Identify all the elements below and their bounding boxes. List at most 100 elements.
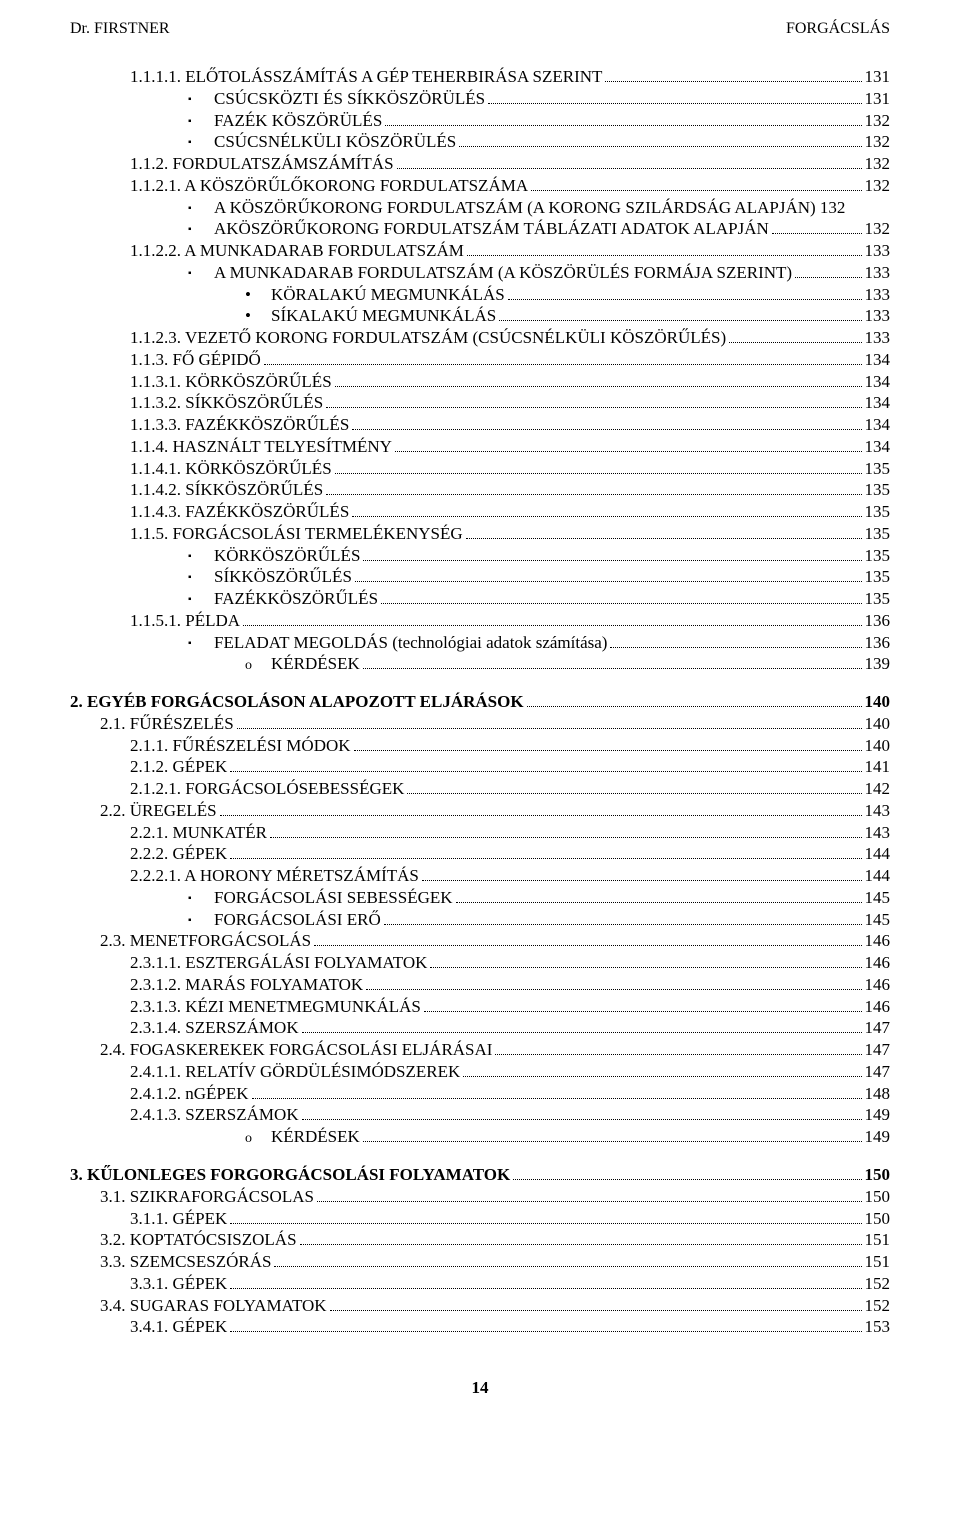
toc-entry: 2.2.2.1. A HORONY MÉRETSZÁMÍTÁS144 <box>70 865 890 887</box>
toc-label: 2. EGYÉB FORGÁCSOLÁSON ALAPOZOTT ELJÁRÁS… <box>70 691 524 713</box>
toc-entry: 2.2.2. GÉPEK144 <box>70 843 890 865</box>
toc-leader-dots <box>466 538 862 539</box>
toc-label: KÖRALAKÚ MEGMUNKÁLÁS <box>245 284 505 306</box>
toc-label: A KÖSZÖRŰKORONG FORDULATSZÁM (A KORONG S… <box>188 197 845 219</box>
toc-label: 2.3.1.2. MARÁS FOLYAMATOK <box>130 974 363 996</box>
toc-entry: 1.1.2.2. A MUNKADARAB FORDULATSZÁM 133 <box>70 240 890 262</box>
toc-leader-dots <box>330 1310 862 1311</box>
toc-entry: 1.1.2. FORDULATSZÁMSZÁMÍTÁS132 <box>70 153 890 175</box>
toc-page: 139 <box>865 653 891 675</box>
toc-entry: 2.3.1.3. KÉZI MENETMEGMUNKÁLÁS146 <box>70 996 890 1018</box>
toc-entry: 2.2. ÜREGELÉS143 <box>70 800 890 822</box>
toc-leader-dots <box>385 125 861 126</box>
toc-leader-dots <box>230 771 861 772</box>
toc-leader-dots <box>237 728 862 729</box>
toc-entry: 2.1.2.1. FORGÁCSOLÓSEBESSÉGEK142 <box>70 778 890 800</box>
toc-label: AKÖSZÖRŰKORONG FORDULATSZÁM TÁBLÁZATI AD… <box>188 218 769 240</box>
toc-leader-dots <box>230 858 861 859</box>
toc-page: 146 <box>865 974 891 996</box>
toc-entry: 2. EGYÉB FORGÁCSOLÁSON ALAPOZOTT ELJÁRÁS… <box>70 691 890 713</box>
toc-entry: 2.2.1. MUNKATÉR143 <box>70 822 890 844</box>
toc-leader-dots <box>459 146 861 147</box>
toc-gap <box>70 675 890 691</box>
toc-leader-dots <box>252 1098 862 1099</box>
toc-label: FELADAT MEGOLDÁS (technológiai adatok sz… <box>188 632 607 654</box>
toc-entry: 1.1.3. FŐ GÉPIDŐ134 <box>70 349 890 371</box>
toc-entry: 1.1.4.2. SÍKKÖSZÖRŰLÉS135 <box>70 479 890 501</box>
toc-leader-dots <box>422 880 862 881</box>
toc-leader-dots <box>352 516 861 517</box>
toc-leader-dots <box>366 989 861 990</box>
toc-entry: KÖRKÖSZÖRŰLÉS135 <box>70 545 890 567</box>
toc-page: 150 <box>865 1208 891 1230</box>
toc-label: 1.1.2.2. A MUNKADARAB FORDULATSZÁM <box>130 240 464 262</box>
toc-entry: A KÖSZÖRŰKORONG FORDULATSZÁM (A KORONG S… <box>70 197 890 219</box>
toc-page: 134 <box>865 349 891 371</box>
toc-page: 152 <box>865 1273 891 1295</box>
toc-entry: 2.3.1.4. SZERSZÁMOK147 <box>70 1017 890 1039</box>
toc-page: 146 <box>865 996 891 1018</box>
toc-entry: 2.1.2. GÉPEK141 <box>70 756 890 778</box>
toc-entry: 3.4.1. GÉPEK153 <box>70 1316 890 1338</box>
toc-leader-dots <box>499 320 861 321</box>
toc-entry: 3.3.1. GÉPEK152 <box>70 1273 890 1295</box>
toc-page: 136 <box>865 610 891 632</box>
toc-page: 133 <box>865 327 891 349</box>
toc-leader-dots <box>397 168 862 169</box>
toc-label: A MUNKADARAB FORDULATSZÁM (A KÖSZÖRÜLÉS … <box>188 262 792 284</box>
toc-leader-dots <box>424 1011 862 1012</box>
toc-page: 143 <box>865 800 891 822</box>
toc-leader-dots <box>300 1244 862 1245</box>
toc-label: 2.2.2.1. A HORONY MÉRETSZÁMÍTÁS <box>130 865 419 887</box>
toc-page: 151 <box>865 1229 891 1251</box>
toc-leader-dots <box>354 750 862 751</box>
toc-page: 148 <box>865 1083 891 1105</box>
toc-page: 144 <box>865 843 891 865</box>
toc-page: 135 <box>865 479 891 501</box>
document-page: Dr. FIRSTNER FORGÁCSLÁS 1.1.1.1. ELŐTOLÁ… <box>0 0 960 1438</box>
toc-entry: FAZÉKKÖSZÖRŰLÉS135 <box>70 588 890 610</box>
toc-page: 132 <box>865 131 891 153</box>
toc-leader-dots <box>407 793 861 794</box>
toc-leader-dots <box>430 967 861 968</box>
toc-page: 133 <box>865 240 891 262</box>
toc-entry: 1.1.4.1. KÖRKÖSZÖRŰLÉS135 <box>70 458 890 480</box>
toc-page: 135 <box>865 545 891 567</box>
toc-entry: 1.1.2.3. VEZETŐ KORONG FORDULATSZÁM (CSÚ… <box>70 327 890 349</box>
toc-leader-dots <box>395 451 862 452</box>
toc-label: 1.1.2.3. VEZETŐ KORONG FORDULATSZÁM (CSÚ… <box>130 327 726 349</box>
toc-label: FAZÉK KÖSZÖRÜLÉS <box>188 110 382 132</box>
toc-page: 134 <box>865 414 891 436</box>
toc-gap <box>70 1148 890 1164</box>
toc-label: 1.1.1.1. ELŐTOLÁSSZÁMÍTÁS A GÉP TEHERBIR… <box>130 66 602 88</box>
toc-page: 134 <box>865 371 891 393</box>
toc-label: FORGÁCSOLÁSI SEBESSÉGEK <box>188 887 453 909</box>
toc-label: 3.4.1. GÉPEK <box>130 1316 227 1338</box>
toc-label: 1.1.4.1. KÖRKÖSZÖRŰLÉS <box>130 458 332 480</box>
toc-label: 2.4.1.1. RELATÍV GÖRDÜLÉSIMÓDSZEREK <box>130 1061 460 1083</box>
toc-label: 2.1.1. FŰRÉSZELÉSI MÓDOK <box>130 735 351 757</box>
header-right: FORGÁCSLÁS <box>786 20 890 38</box>
toc-entry: 1.1.5. FORGÁCSOLÁSI TERMELÉKENYSÉG135 <box>70 523 890 545</box>
toc-entry: 2.4. FOGASKEREKEK FORGÁCSOLÁSI ELJÁRÁSAI… <box>70 1039 890 1061</box>
toc-page: 136 <box>865 632 891 654</box>
toc-page: 147 <box>865 1061 891 1083</box>
toc-label: 3.1. SZIKRAFORGÁCSOLAS <box>100 1186 314 1208</box>
header-left: Dr. FIRSTNER <box>70 20 170 38</box>
toc-leader-dots <box>513 1179 861 1180</box>
toc-page: 135 <box>865 566 891 588</box>
toc-entry: 3.1. SZIKRAFORGÁCSOLAS150 <box>70 1186 890 1208</box>
toc-leader-dots <box>772 233 862 234</box>
toc-entry: 3.1.1. GÉPEK150 <box>70 1208 890 1230</box>
toc-label: CSÚCSNÉLKÜLI KÖSZÖRÜLÉS <box>188 131 456 153</box>
toc-leader-dots <box>352 429 861 430</box>
toc-label: 2.3.1.1. ESZTERGÁLÁSI FOLYAMATOK <box>130 952 427 974</box>
toc-entry: 2.4.1.3. SZERSZÁMOK149 <box>70 1104 890 1126</box>
toc-label: 2.4.1.3. SZERSZÁMOK <box>130 1104 299 1126</box>
toc-leader-dots <box>384 924 862 925</box>
toc-entry: KÖRALAKÚ MEGMUNKÁLÁS133 <box>70 284 890 306</box>
toc-page: 145 <box>865 887 891 909</box>
toc-leader-dots <box>508 299 862 300</box>
toc-leader-dots <box>230 1331 861 1332</box>
toc-leader-dots <box>270 837 862 838</box>
